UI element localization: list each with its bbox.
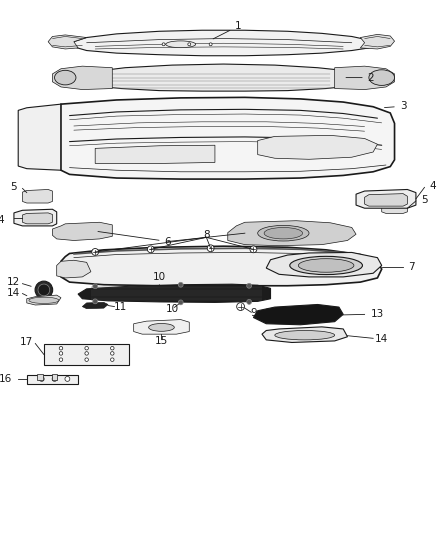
Text: 16: 16 <box>0 374 12 384</box>
Text: 9: 9 <box>250 308 257 318</box>
Circle shape <box>247 300 251 304</box>
Circle shape <box>59 346 63 350</box>
Polygon shape <box>134 320 189 334</box>
Circle shape <box>93 299 98 304</box>
Polygon shape <box>262 327 347 343</box>
Circle shape <box>52 376 57 381</box>
Polygon shape <box>57 260 91 278</box>
Text: 17: 17 <box>20 337 33 347</box>
Circle shape <box>147 246 154 253</box>
Text: 4: 4 <box>0 215 4 225</box>
Circle shape <box>38 284 50 296</box>
Ellipse shape <box>258 225 309 241</box>
Polygon shape <box>266 253 381 277</box>
Polygon shape <box>95 146 215 164</box>
Polygon shape <box>22 213 53 224</box>
Circle shape <box>35 281 53 298</box>
Text: 3: 3 <box>385 101 406 111</box>
Circle shape <box>207 245 214 252</box>
Circle shape <box>92 248 99 255</box>
Circle shape <box>59 358 63 361</box>
Polygon shape <box>74 30 373 56</box>
Circle shape <box>209 43 212 46</box>
Ellipse shape <box>29 297 59 303</box>
Text: 8: 8 <box>203 230 210 240</box>
Circle shape <box>110 346 114 350</box>
Text: 10: 10 <box>166 304 179 314</box>
Text: 13: 13 <box>371 309 384 319</box>
Circle shape <box>93 284 98 289</box>
Polygon shape <box>356 189 416 208</box>
Polygon shape <box>381 202 407 213</box>
Circle shape <box>188 43 191 46</box>
Polygon shape <box>48 35 87 49</box>
Circle shape <box>110 352 114 355</box>
Text: 14: 14 <box>7 287 21 297</box>
Text: 6: 6 <box>98 231 171 247</box>
Circle shape <box>110 358 114 361</box>
Circle shape <box>178 282 183 287</box>
Text: 14: 14 <box>375 334 389 344</box>
Polygon shape <box>22 189 53 203</box>
Polygon shape <box>61 98 395 179</box>
Text: 2: 2 <box>346 72 374 83</box>
Polygon shape <box>44 344 129 366</box>
Polygon shape <box>82 302 108 309</box>
Circle shape <box>237 303 244 311</box>
Circle shape <box>250 246 257 253</box>
Circle shape <box>162 43 165 46</box>
Text: 4: 4 <box>430 181 436 191</box>
Text: 15: 15 <box>155 336 168 346</box>
Text: 1: 1 <box>213 21 242 39</box>
Polygon shape <box>228 221 356 246</box>
Text: 7: 7 <box>408 262 415 271</box>
Polygon shape <box>14 209 57 226</box>
Bar <box>37 374 42 379</box>
Polygon shape <box>61 246 381 286</box>
Ellipse shape <box>298 259 354 272</box>
Text: 5: 5 <box>11 182 17 192</box>
Polygon shape <box>53 222 112 240</box>
Text: 12: 12 <box>7 277 21 287</box>
Polygon shape <box>27 375 78 384</box>
Polygon shape <box>364 193 407 206</box>
Bar <box>52 374 57 379</box>
Ellipse shape <box>55 70 76 85</box>
Polygon shape <box>87 64 360 91</box>
Circle shape <box>65 376 70 381</box>
Circle shape <box>247 284 251 288</box>
Circle shape <box>85 346 88 350</box>
Circle shape <box>85 352 88 355</box>
Text: 11: 11 <box>114 302 127 312</box>
Polygon shape <box>360 35 395 49</box>
Ellipse shape <box>290 256 363 274</box>
Polygon shape <box>78 284 271 302</box>
Polygon shape <box>258 135 378 159</box>
Ellipse shape <box>369 70 395 85</box>
Polygon shape <box>18 104 70 170</box>
Circle shape <box>59 352 63 355</box>
Ellipse shape <box>148 324 174 332</box>
Circle shape <box>178 300 183 305</box>
Ellipse shape <box>275 330 335 340</box>
Polygon shape <box>335 66 395 90</box>
Circle shape <box>85 358 88 361</box>
Ellipse shape <box>264 228 303 239</box>
Circle shape <box>39 376 44 381</box>
Polygon shape <box>27 295 61 305</box>
Text: 10: 10 <box>153 272 166 285</box>
Text: 5: 5 <box>421 195 428 205</box>
Polygon shape <box>53 66 112 90</box>
Polygon shape <box>254 304 343 325</box>
Ellipse shape <box>166 41 196 47</box>
